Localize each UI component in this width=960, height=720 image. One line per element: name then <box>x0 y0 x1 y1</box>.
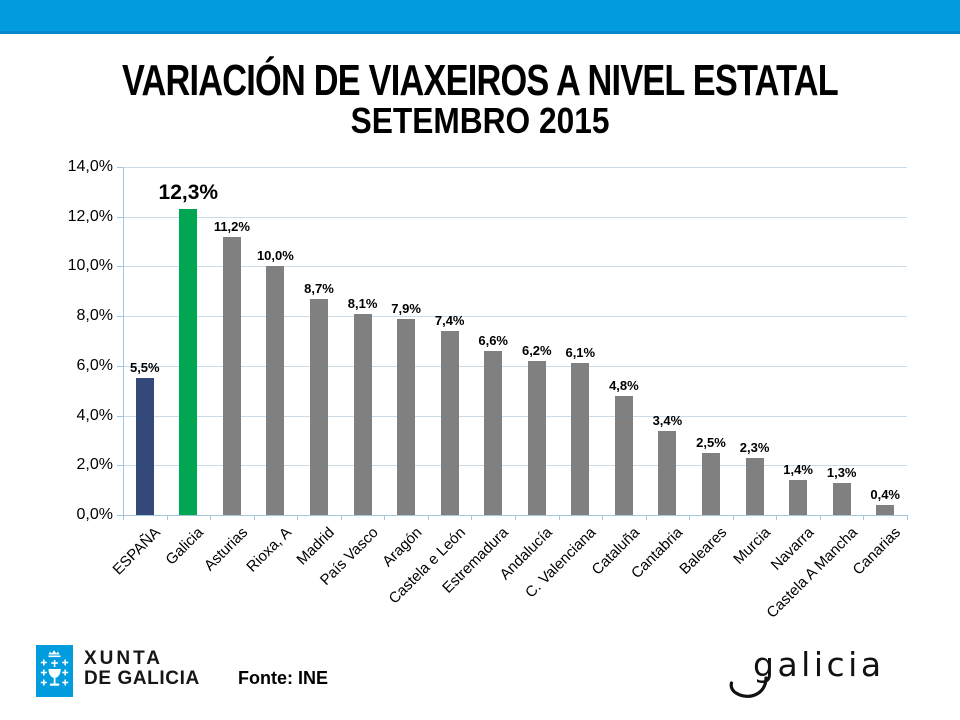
bar-castela-a-mancha <box>832 482 851 515</box>
x-axis-category-label-asturias: Asturias <box>200 524 251 575</box>
x-axis-tick <box>123 515 124 520</box>
y-axis-label: 4,0% <box>76 406 113 424</box>
value-label-baleares: 2,5% <box>696 434 726 450</box>
value-label-madrid: 8,7% <box>304 280 334 296</box>
y-axis-label: 0,0% <box>76 506 113 523</box>
value-label-castela-a-mancha: 1,3% <box>826 464 857 480</box>
gridline-2,0% <box>123 465 907 467</box>
galicia-wordmark-swoosh <box>729 676 768 698</box>
galicia-wordmark-logo: galicia <box>729 645 885 698</box>
bar-andaluc-a <box>527 360 546 515</box>
x-axis-category-label-baleares: Baleares <box>676 524 731 578</box>
bar-galicia <box>179 209 198 515</box>
y-axis-tick <box>117 216 123 218</box>
value-label-navarra: 1,4% <box>783 462 813 478</box>
y-axis-tick <box>117 365 123 367</box>
value-label-canarias: 0,4% <box>870 487 900 503</box>
value-label-c-valenciana: 6,1% <box>565 345 596 361</box>
y-axis-label: 10,0% <box>67 257 113 275</box>
value-label-estremadura: 6,6% <box>478 332 508 348</box>
gridline-8,0% <box>123 316 907 318</box>
bar-c-valenciana <box>571 363 590 515</box>
xunta-logo-line1: XUNTA <box>84 648 164 669</box>
y-axis-line <box>123 167 124 515</box>
value-label-andaluc-a: 6,2% <box>521 342 552 358</box>
xunta-logo-line2: DE GALICIA <box>84 668 200 689</box>
bar-navarra <box>789 480 808 515</box>
bar-espa-a <box>135 378 154 515</box>
x-axis-category-label-castela-e-le-n: Castela e León <box>385 524 469 608</box>
bar-madrid <box>310 298 328 515</box>
galicia-wordmark-text: galicia <box>753 645 885 684</box>
x-axis-tick <box>907 515 908 520</box>
x-axis-tick <box>427 515 429 520</box>
gridline-10,0% <box>123 266 907 268</box>
x-axis-tick <box>558 515 560 520</box>
x-axis-category-label-rioxa-a: Rioxa, A <box>242 524 295 576</box>
page-subtitle: SETEMBRO 2015 <box>0 100 960 142</box>
x-axis-tick <box>210 515 212 520</box>
value-label-asturias: 11,2% <box>213 218 250 234</box>
value-label-pa-s-vasco: 8,1% <box>347 295 378 311</box>
value-label-murcia: 2,3% <box>739 439 770 455</box>
bar-castela-e-le-n <box>440 331 459 515</box>
gridline-14,0% <box>123 167 907 168</box>
page-title-text: VARIACIÓN DE VIAXEIROS A NIVEL ESTATAL <box>122 56 839 105</box>
y-axis-tick <box>117 316 123 318</box>
bar-catalu-a <box>614 395 633 515</box>
page-subtitle-text: SETEMBRO 2015 <box>350 100 610 141</box>
bar-arag-n <box>397 318 416 515</box>
x-axis-tick <box>689 515 691 520</box>
gridline-12,0% <box>123 216 907 218</box>
y-axis-tick <box>117 515 123 516</box>
y-axis-label: 8,0% <box>76 307 113 325</box>
value-label-arag-n: 7,9% <box>391 300 421 316</box>
y-axis-label: 2,0% <box>76 456 113 474</box>
y-axis-label: 14,0% <box>67 158 113 175</box>
x-axis-tick <box>602 515 604 520</box>
value-label-cantabria: 3,4% <box>652 412 683 428</box>
bar-murcia <box>745 457 764 515</box>
y-axis-label: 6,0% <box>76 356 113 374</box>
x-axis-tick <box>340 515 342 520</box>
x-axis-tick <box>166 515 168 520</box>
bar-estremadura <box>484 350 503 515</box>
bar-canarias <box>876 505 895 515</box>
bar-asturias <box>222 236 241 515</box>
y-axis-tick <box>117 266 123 268</box>
x-axis-tick <box>471 515 473 520</box>
x-axis-tick <box>515 515 516 520</box>
page-title: VARIACIÓN DE VIAXEIROS A NIVEL ESTATAL <box>0 56 960 106</box>
x-axis-tick <box>253 515 255 520</box>
bar-cantabria <box>658 430 677 515</box>
gridline-4,0% <box>123 415 907 417</box>
value-label-catalu-a: 4,8% <box>609 377 639 393</box>
x-axis-tick <box>297 515 299 520</box>
gridline-6,0% <box>123 365 907 367</box>
x-axis-tick <box>776 515 778 520</box>
xunta-de-galicia-emblem-icon <box>36 645 73 697</box>
x-axis-category-label-espa-a: ESPAÑA <box>109 524 164 579</box>
y-axis-tick <box>117 465 123 467</box>
y-axis-label: 12,0% <box>67 207 113 225</box>
x-axis-tick <box>645 515 647 520</box>
x-axis-tick <box>863 515 865 520</box>
value-label-rioxa-a: 10,0% <box>256 248 294 264</box>
value-label-castela-e-le-n: 7,4% <box>434 313 465 329</box>
x-axis-tick <box>819 515 821 520</box>
source-note: Fonte: INE <box>238 668 328 688</box>
bar-pa-s-vasco <box>353 313 372 515</box>
value-label-espa-a: 5,5% <box>129 360 160 376</box>
xunta-de-galicia-logo-text: XUNTA DE GALICIA <box>84 649 200 689</box>
bar-rioxa-a <box>266 266 285 515</box>
value-label-galicia: 12,3% <box>158 181 219 205</box>
x-axis-tick <box>384 515 386 520</box>
y-axis-tick <box>117 167 123 168</box>
top-band <box>0 0 960 34</box>
y-axis-tick <box>117 415 123 417</box>
x-axis-tick <box>732 515 734 520</box>
bar-baleares <box>702 452 720 515</box>
